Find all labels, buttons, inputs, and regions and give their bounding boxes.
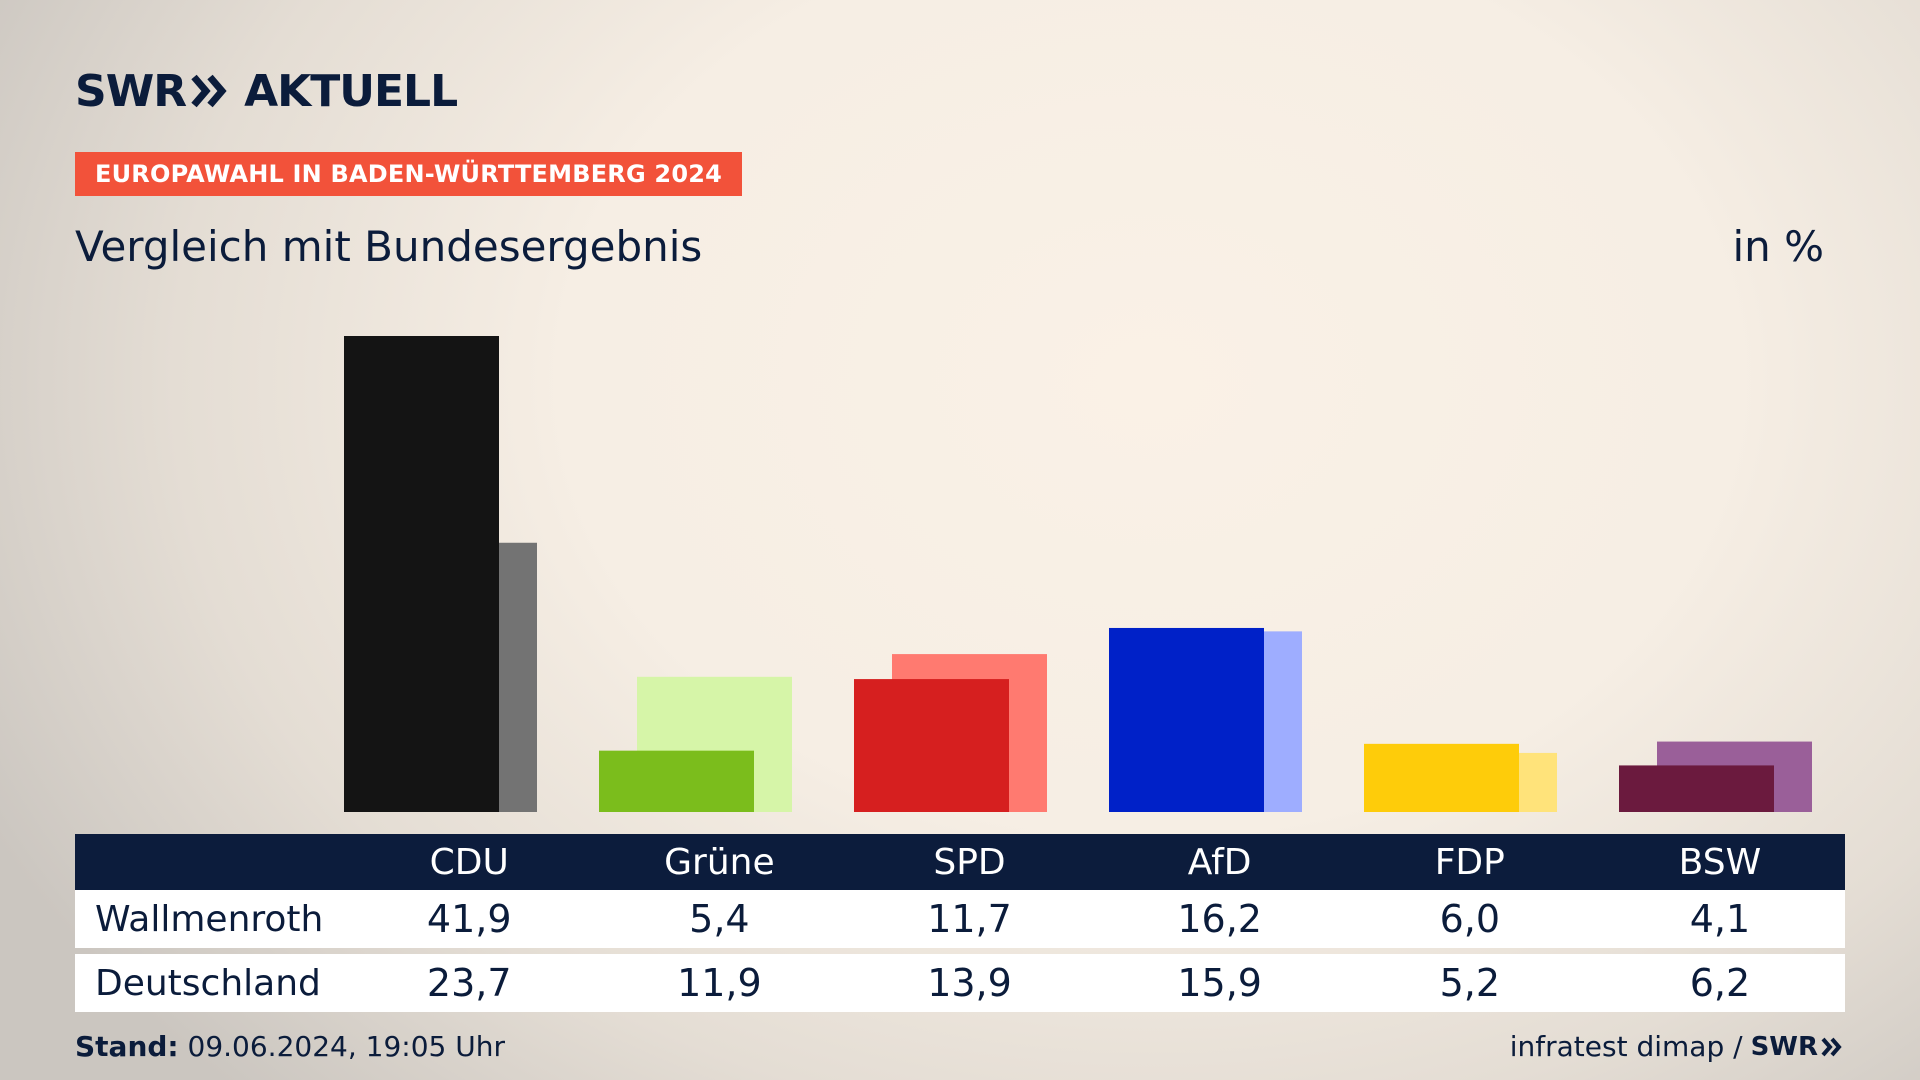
unit-label: in %: [1732, 222, 1824, 271]
header-afd: AfD: [1187, 841, 1252, 883]
stand-label: Stand:: [75, 1030, 179, 1063]
chart-subtitle: Vergleich mit Bundesergebnis: [75, 222, 703, 271]
bar-chart: [344, 336, 1812, 812]
bar-wallmenroth-fdp: [1364, 743, 1519, 812]
header-empty-cell: [75, 834, 344, 890]
header-spd: SPD: [933, 841, 1006, 883]
value-cell: 13,9: [927, 961, 1012, 1005]
bar-wallmenroth-cdu: [344, 336, 499, 812]
results-table: CDU Grüne SPD AfD FDP BSW Wallmenroth 41…: [75, 834, 1845, 1012]
bar-wallmenroth-grüne: [599, 750, 754, 812]
logo-swr-text: SWR: [75, 65, 187, 117]
table-row-deutschland: Deutschland 23,7 11,9 13,9 15,9 5,2 6,2: [75, 954, 1845, 1012]
source-credit: infratest dimap / SWR: [1510, 1030, 1844, 1063]
value-cell: 5,4: [689, 897, 750, 941]
header-fdp: FDP: [1434, 841, 1505, 883]
bar-wallmenroth-bsw: [1619, 765, 1774, 812]
row-label: Deutschland: [95, 962, 321, 1004]
row-label: Wallmenroth: [95, 898, 324, 940]
value-cell: 4,1: [1689, 897, 1751, 941]
stand-value: 09.06.2024, 19:05 Uhr: [178, 1030, 505, 1063]
election-badge: EUROPAWAHL IN BADEN-WÜRTTEMBERG 2024: [75, 152, 743, 196]
source-text: infratest dimap /: [1509, 1030, 1743, 1063]
source-brand: SWR: [1750, 1031, 1818, 1062]
timestamp: Stand: 09.06.2024, 19:05 Uhr: [75, 1030, 505, 1063]
value-cell: 11,7: [927, 897, 1012, 941]
value-cell: 5,2: [1439, 961, 1500, 1005]
small-double-chevron-icon: [1820, 1036, 1844, 1058]
value-cell: 6,0: [1439, 897, 1500, 941]
value-cell: 16,2: [1177, 897, 1262, 941]
bar-wallmenroth-afd: [1109, 627, 1264, 812]
value-cell: 15,9: [1177, 961, 1262, 1005]
swr-aktuell-logo: SWR AKTUELL: [75, 65, 458, 117]
table-row-wallmenroth: Wallmenroth 41,9 5,4 11,7 16,2 6,0 4,1: [75, 890, 1845, 948]
value-cell: 6,2: [1689, 961, 1751, 1005]
value-cell: 23,7: [426, 961, 512, 1005]
bar-wallmenroth-spd: [854, 679, 1009, 812]
header-cdu: CDU: [429, 841, 509, 883]
header-gruene: Grüne: [664, 841, 775, 883]
header-bsw: BSW: [1678, 841, 1762, 883]
double-chevron-icon: [190, 73, 230, 109]
table-header: CDU Grüne SPD AfD FDP BSW: [75, 834, 1845, 890]
value-cell: 11,9: [677, 961, 762, 1005]
value-cell: 41,9: [426, 897, 512, 941]
logo-aktuell-text: AKTUELL: [244, 65, 458, 117]
